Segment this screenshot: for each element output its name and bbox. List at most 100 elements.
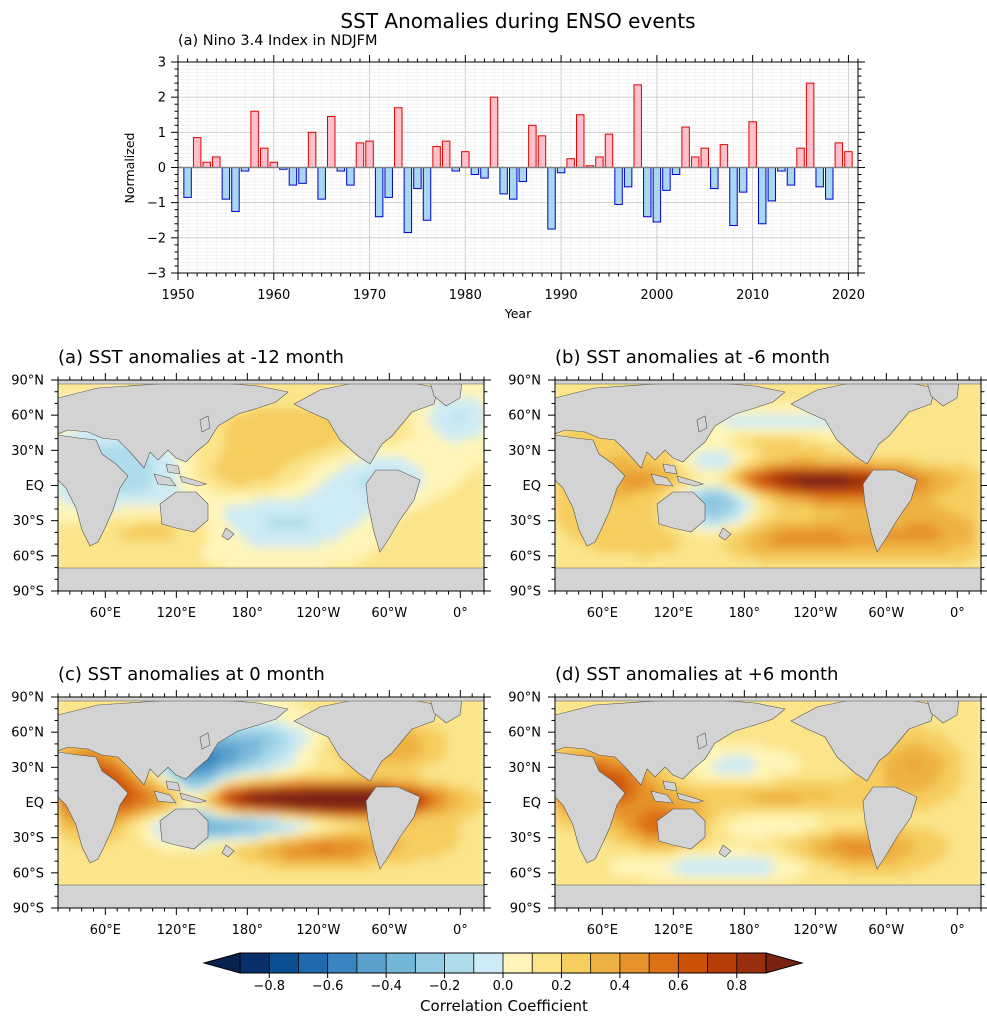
bar-1982 (480, 167, 489, 179)
colorbar-tick-label: 0.0 (493, 979, 514, 994)
bar-2019 (834, 142, 844, 168)
bar-2014 (786, 167, 796, 186)
x-axis-label: Year (504, 306, 532, 321)
y-tick-labels: 3 2 1 0 −1 −2 −3 (147, 56, 166, 282)
bar-2017 (815, 167, 824, 188)
colorbar-tick-label: 0.4 (610, 979, 631, 994)
lat-tick-label: 90°S (13, 585, 44, 600)
lon-tick-label: 60°E (587, 606, 618, 621)
colorbar-segment (590, 953, 621, 973)
colorbar-segment (532, 953, 562, 973)
lon-tick-label: 60°E (90, 923, 121, 938)
colorbar-segment (298, 953, 329, 973)
bar-1978 (441, 140, 451, 168)
lon-tick-label: 120°E (654, 923, 694, 938)
bar-1972 (384, 167, 393, 198)
map-panel-3: (c) SST anomalies at 0 month 90°N 60°N 30°N… (11, 664, 491, 938)
bar-1998 (633, 84, 642, 168)
lat-tick-label: EQ (26, 796, 44, 811)
map-panel-1: (a) SST anomalies at -12 month 90°N 60°N 30… (11, 347, 491, 621)
lat-tick-label: 30°S (13, 514, 44, 529)
bar-1965 (317, 167, 326, 200)
lon-tick-label: 0° (950, 923, 965, 938)
bar-1974 (403, 167, 413, 234)
bar-2009 (738, 167, 748, 193)
lon-tick-label: 180° (729, 923, 760, 938)
bar-1953 (202, 161, 211, 169)
lat-tick-label: 90°N (11, 691, 44, 706)
map-ticks (548, 690, 987, 915)
lon-tick-label: 120°W (296, 606, 340, 621)
y-axis-label: Normalized (122, 133, 137, 204)
colorbar-segment (736, 953, 767, 973)
colorbar-segment (444, 953, 475, 973)
lon-tick-label: 180° (232, 606, 263, 621)
map-panel-title: (c) SST anomalies at 0 month (58, 664, 325, 685)
lat-tick-label: 90°S (13, 902, 44, 917)
bar-2020 (844, 151, 853, 169)
bar-1992 (576, 114, 585, 168)
bar-1990 (556, 167, 566, 174)
lat-tick-label: EQ (523, 479, 541, 494)
lon-tick-label: 0° (453, 923, 468, 938)
bar-1986 (518, 167, 528, 183)
lat-tick-label: 60°S (13, 866, 44, 881)
map-panel-title: (b) SST anomalies at -6 month (555, 347, 830, 368)
lat-tick-label: EQ (523, 796, 541, 811)
bar-1968 (346, 167, 355, 186)
x-tick-label: 1960 (257, 288, 290, 303)
lat-tick-label: 90°N (11, 374, 44, 389)
lon-tick-label: 120°W (296, 923, 340, 938)
lon-tick-label: 60°E (90, 606, 121, 621)
lat-tick-label: 90°S (510, 585, 541, 600)
y-tick-label: −1 (147, 196, 166, 211)
colorbar-segment (678, 953, 709, 973)
colorbar-under-arrow (202, 952, 241, 974)
lat-tick-label: 60°N (508, 409, 541, 424)
map-ticks (51, 690, 491, 915)
map-panel-4: (d) SST anomalies at +6 month 90°N 60°N 30°… (508, 664, 987, 938)
bar-2000 (652, 167, 662, 223)
bar-1954 (212, 156, 221, 168)
lat-tick-label: 90°S (510, 902, 541, 917)
bar-2005 (700, 147, 709, 169)
bar-1997 (623, 167, 633, 188)
lon-tick-label: 120°E (157, 606, 197, 621)
y-tick-label: 0 (158, 161, 166, 176)
lon-tick-label: 60°W (371, 923, 407, 938)
colorbar: −0.8 −0.6 −0.4 −0.2 0.0 0.2 0.4 0.6 0.8 (202, 952, 804, 994)
colorbar-segment (386, 953, 416, 973)
bar-1991 (566, 158, 575, 168)
nino34-bar-chart: (a) Nino 3.4 Index in NDJFM 3 2 1 0 −1 −2 −3 1… (122, 33, 865, 321)
lat-tick-label: 60°S (510, 866, 541, 881)
lat-tick-label: 30°S (13, 831, 44, 846)
bar-1988 (537, 135, 547, 169)
x-tick-label: 2000 (640, 288, 673, 303)
bar-1962 (288, 167, 298, 186)
map-panel-title: (d) SST anomalies at +6 month (555, 664, 838, 685)
bar-1981 (470, 167, 480, 176)
lon-tick-label: 120°W (793, 606, 837, 621)
sst-anomaly-field (58, 380, 484, 591)
colorbar-over-arrow (765, 952, 804, 974)
bar-1969 (355, 142, 365, 168)
sst-anomaly-field (555, 697, 981, 908)
lat-tick-label: 30°S (510, 514, 541, 529)
y-tick-label: −2 (147, 231, 166, 246)
colorbar-segment (503, 953, 533, 973)
bar-2012 (767, 167, 777, 202)
bar-1951 (183, 167, 192, 198)
x-tick-label: 2010 (736, 288, 769, 303)
bar-1964 (307, 131, 317, 168)
lat-tick-label: 60°N (508, 726, 541, 741)
bar-series (183, 82, 853, 234)
colorbar-tick-label: −0.6 (312, 979, 344, 994)
lat-tick-label: 60°N (11, 409, 44, 424)
lat-tick-label: 90°N (508, 374, 541, 389)
map-panel-2: (b) SST anomalies at -6 month 90°N 60°N 30°… (508, 347, 987, 621)
bar-1987 (528, 124, 537, 169)
lon-tick-label: 120°E (157, 923, 197, 938)
bar-1984 (499, 167, 508, 195)
bar-2016 (805, 82, 815, 168)
bar-1971 (374, 167, 384, 218)
